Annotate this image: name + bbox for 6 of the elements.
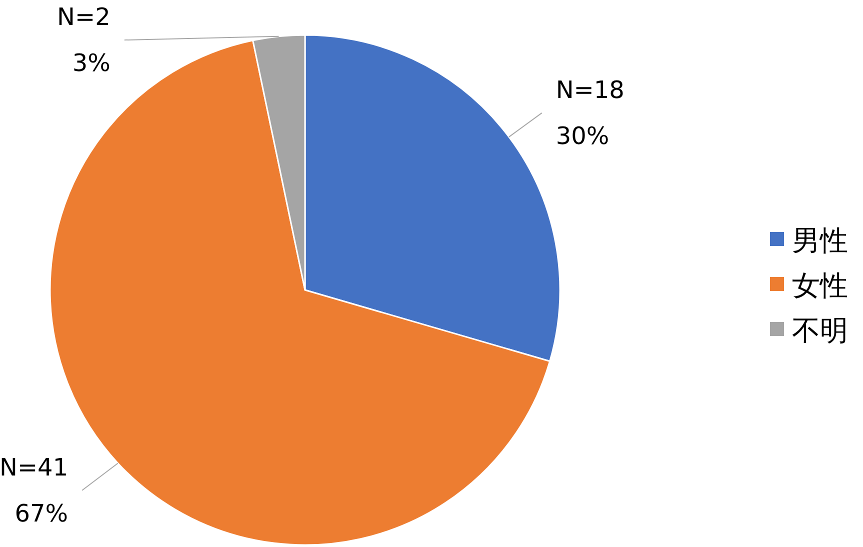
legend-label: 男性	[792, 224, 848, 257]
data-label: N=18 30%	[556, 76, 624, 150]
data-label: N=2 3%	[57, 3, 110, 77]
legend-label: 不明	[792, 314, 848, 347]
data-label: N=41 67%	[0, 453, 68, 528]
legend-label: 女性	[792, 269, 848, 302]
